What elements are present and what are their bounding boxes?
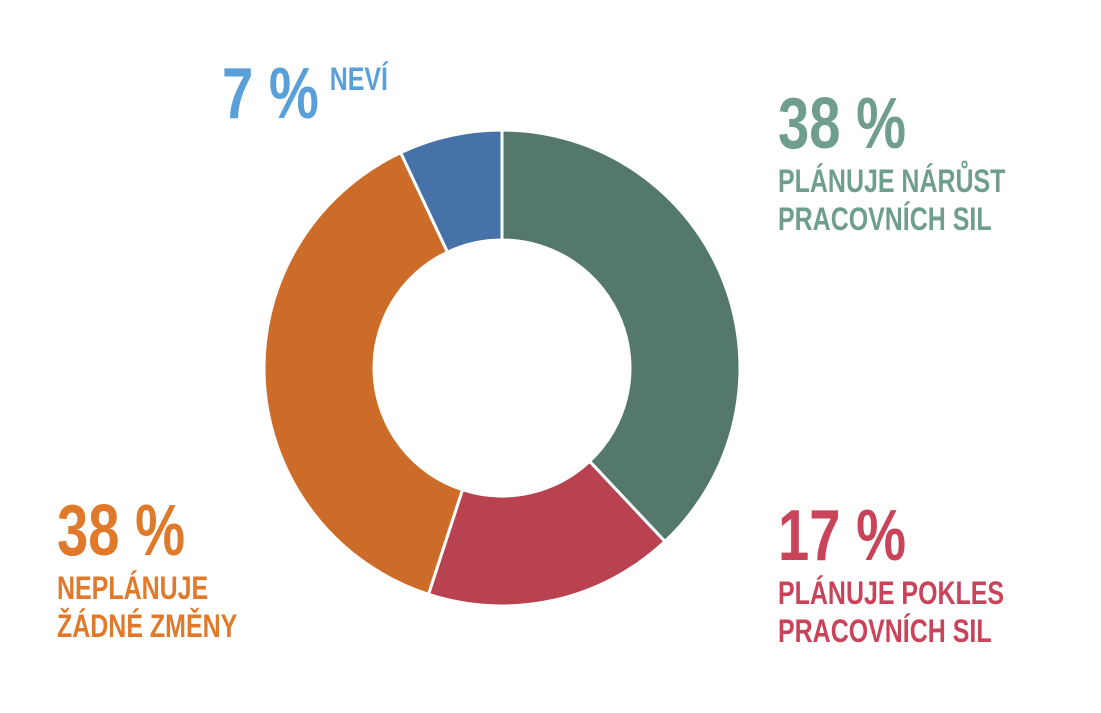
category-label: NEVÍ xyxy=(329,61,388,97)
slice-label: 38 % PLÁNUJE NÁRŮST PRACOVNÍCH SIL xyxy=(778,86,1035,238)
value-label: 17 % xyxy=(778,496,907,576)
slice-label: 17 % PLÁNUJE POKLES PRACOVNÍCH SIL xyxy=(778,498,1035,650)
value-label: 38 % xyxy=(57,491,186,571)
donut-slice xyxy=(398,128,504,255)
donut-slice xyxy=(426,459,668,608)
category-label: NEPLÁNUJE ŽÁDNÉ ZMĚNY xyxy=(57,570,238,644)
category-label: PLÁNUJE POKLES PRACOVNÍCH SIL xyxy=(778,575,1005,649)
slice-label: 7 % NEVÍ xyxy=(222,56,534,132)
value-label: 38 % xyxy=(778,84,907,164)
donut-slice xyxy=(262,150,465,597)
donut-slice xyxy=(500,128,742,544)
slice-label: 38 % NEPLÁNUJE ŽÁDNÉ ZMĚNY xyxy=(57,493,268,645)
value-label: 7 % xyxy=(222,54,319,134)
category-label: PLÁNUJE NÁRŮST PRACOVNÍCH SIL xyxy=(778,163,1006,237)
